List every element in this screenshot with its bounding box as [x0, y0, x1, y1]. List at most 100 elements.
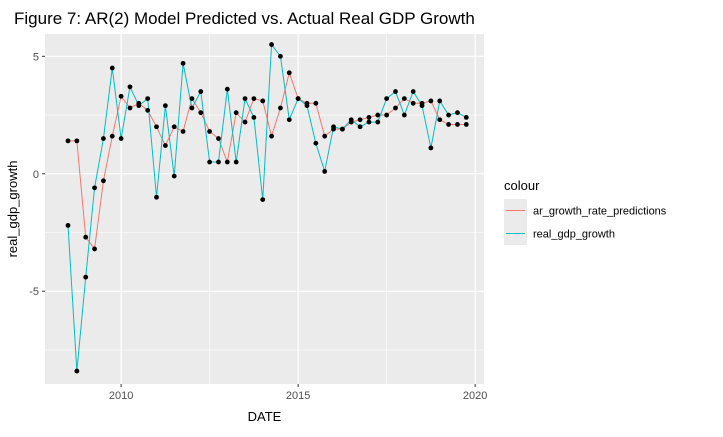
series-line-real_gdp_growth	[67, 43, 467, 372]
data-point-real_gdp_growth	[295, 96, 301, 101]
data-point-ar_growth_rate_predictions	[207, 129, 213, 134]
data-point-real_gdp_growth	[366, 119, 372, 125]
data-point-ar_growth_rate_predictions	[127, 105, 133, 111]
data-point-real_gdp_growth	[65, 223, 71, 228]
data-point-real_gdp_growth	[136, 103, 142, 109]
data-point-ar_growth_rate_predictions	[109, 133, 115, 139]
data-point-real_gdp_growth	[216, 159, 221, 165]
data-point-ar_growth_rate_predictions	[162, 143, 168, 148]
y-tick-label: 0	[33, 169, 39, 181]
data-point-real_gdp_growth	[357, 124, 363, 130]
data-point-real_gdp_growth	[189, 105, 195, 111]
data-point-ar_growth_rate_predictions	[242, 119, 248, 125]
data-point-real_gdp_growth	[463, 114, 469, 120]
data-point-real_gdp_growth	[322, 169, 328, 174]
data-point-ar_growth_rate_predictions	[233, 110, 239, 116]
legend-label: ar_growth_rate_predictions	[533, 206, 667, 218]
data-point-ar_growth_rate_predictions	[366, 114, 372, 120]
x-tick-label: 2010	[109, 390, 133, 402]
data-point-real_gdp_growth	[375, 119, 381, 125]
data-point-ar_growth_rate_predictions	[357, 117, 363, 123]
data-point-real_gdp_growth	[162, 103, 168, 109]
data-point-real_gdp_growth	[331, 124, 336, 130]
data-point-ar_growth_rate_predictions	[251, 96, 257, 101]
data-point-real_gdp_growth	[224, 86, 230, 92]
data-point-real_gdp_growth	[393, 89, 398, 94]
data-point-real_gdp_growth	[419, 103, 425, 109]
data-point-ar_growth_rate_predictions	[384, 112, 390, 118]
data-point-ar_growth_rate_predictions	[455, 122, 460, 127]
data-point-ar_growth_rate_predictions	[428, 98, 434, 104]
data-point-real_gdp_growth	[171, 173, 177, 179]
chart-title: Figure 7: AR(2) Model Predicted vs. Actu…	[14, 9, 475, 28]
data-point-ar_growth_rate_predictions	[101, 178, 106, 184]
data-point-real_gdp_growth	[180, 60, 186, 66]
data-point-real_gdp_growth	[127, 84, 133, 90]
data-point-real_gdp_growth	[313, 140, 319, 146]
data-point-real_gdp_growth	[455, 110, 460, 116]
data-point-ar_growth_rate_predictions	[189, 96, 195, 101]
data-point-ar_growth_rate_predictions	[410, 100, 416, 106]
x-tick-label: 2020	[463, 390, 487, 402]
data-point-real_gdp_growth	[145, 96, 151, 101]
data-point-ar_growth_rate_predictions	[154, 124, 159, 130]
data-point-real_gdp_growth	[251, 114, 257, 120]
legend-items: ar_growth_rate_predictions real_gdp_growt…	[504, 199, 667, 245]
data-point-ar_growth_rate_predictions	[65, 138, 71, 144]
data-point-real_gdp_growth	[74, 368, 80, 374]
y-tick-label: 5	[33, 51, 39, 63]
data-point-real_gdp_growth	[109, 65, 115, 71]
series-lines	[67, 43, 467, 372]
data-point-ar_growth_rate_predictions	[260, 98, 266, 104]
data-point-ar_growth_rate_predictions	[180, 129, 186, 134]
legend-title: colour	[504, 178, 540, 193]
data-point-real_gdp_growth	[233, 159, 239, 165]
data-point-ar_growth_rate_predictions	[313, 100, 319, 106]
data-point-real_gdp_growth	[83, 274, 89, 280]
data-point-real_gdp_growth	[304, 103, 310, 109]
data-point-real_gdp_growth	[410, 89, 416, 94]
data-point-real_gdp_growth	[154, 194, 159, 200]
data-point-ar_growth_rate_predictions	[286, 70, 292, 76]
axis-ticks: 2010 2015 2020 -5 0 5	[29, 51, 487, 402]
grid-lines	[45, 34, 484, 384]
data-point-ar_growth_rate_predictions	[269, 133, 274, 139]
data-point-real_gdp_growth	[278, 53, 283, 59]
data-point-ar_growth_rate_predictions	[446, 122, 451, 127]
data-point-ar_growth_rate_predictions	[83, 234, 89, 240]
data-point-ar_growth_rate_predictions	[375, 112, 381, 118]
data-point-real_gdp_growth	[92, 185, 97, 191]
data-point-real_gdp_growth	[446, 112, 451, 118]
data-point-ar_growth_rate_predictions	[118, 93, 124, 99]
data-point-ar_growth_rate_predictions	[322, 133, 328, 139]
data-point-ar_growth_rate_predictions	[463, 122, 469, 127]
data-point-real_gdp_growth	[101, 136, 106, 141]
data-point-real_gdp_growth	[401, 112, 407, 118]
data-point-real_gdp_growth	[118, 136, 124, 141]
data-point-real_gdp_growth	[198, 89, 204, 94]
data-point-ar_growth_rate_predictions	[74, 138, 80, 144]
data-point-real_gdp_growth	[242, 96, 248, 101]
data-point-real_gdp_growth	[260, 197, 266, 203]
data-point-ar_growth_rate_predictions	[216, 136, 221, 141]
data-point-ar_growth_rate_predictions	[224, 159, 230, 165]
data-point-real_gdp_growth	[348, 117, 354, 123]
data-point-ar_growth_rate_predictions	[171, 124, 177, 130]
data-point-real_gdp_growth	[286, 117, 292, 123]
data-point-ar_growth_rate_predictions	[278, 105, 283, 111]
y-axis-title: real_gdp_growth	[5, 161, 20, 258]
data-point-real_gdp_growth	[207, 159, 213, 165]
data-point-ar_growth_rate_predictions	[401, 96, 407, 101]
data-point-real_gdp_growth	[339, 126, 345, 132]
y-tick-label: -5	[29, 286, 39, 298]
data-point-real_gdp_growth	[384, 96, 390, 101]
series-points	[65, 42, 469, 374]
data-point-ar_growth_rate_predictions	[198, 110, 204, 116]
legend: colour ar_growth_rate_predictions real_gd…	[504, 178, 667, 245]
data-point-ar_growth_rate_predictions	[92, 246, 97, 252]
data-point-real_gdp_growth	[437, 98, 443, 104]
x-axis-title: DATE	[248, 409, 282, 424]
data-point-ar_growth_rate_predictions	[437, 117, 443, 123]
legend-label: real_gdp_growth	[533, 229, 615, 241]
